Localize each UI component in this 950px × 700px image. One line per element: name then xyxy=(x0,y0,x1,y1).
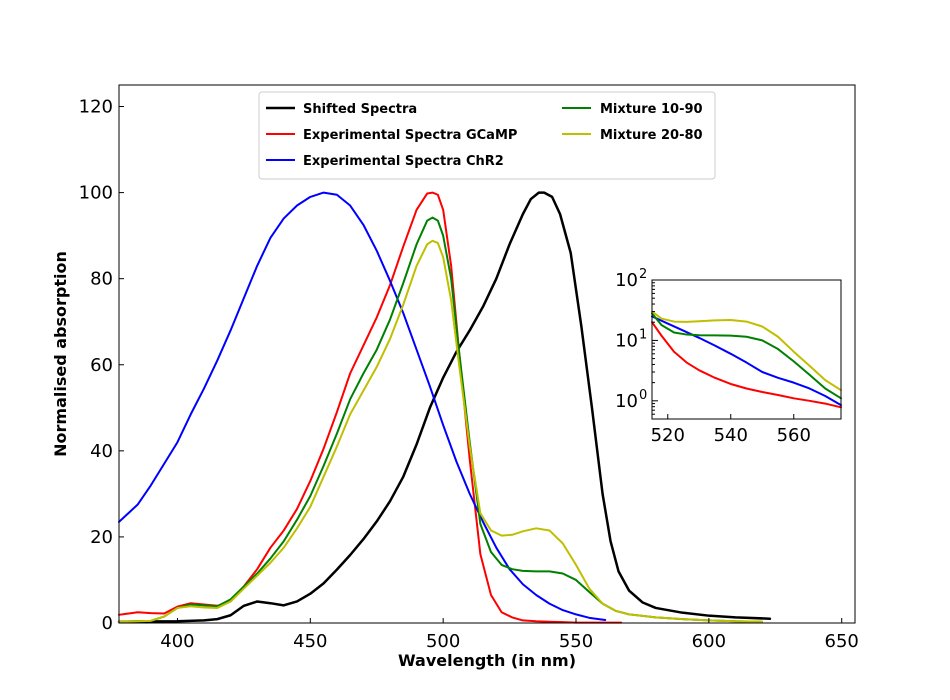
series-line-mixture-20-80 xyxy=(118,239,763,623)
main-x-axis: 400 450 500 550 600 650 xyxy=(160,618,859,652)
legend-box xyxy=(258,91,716,180)
inset-x-axis: 520 540 560 xyxy=(651,414,811,446)
series-line-experimental-spectra-chr2 xyxy=(118,191,607,621)
inset-y-tick-exponent: 0 xyxy=(639,388,647,403)
y-tick-label: 20 xyxy=(90,527,113,548)
inset-y-tick-exponent: 2 xyxy=(639,267,647,282)
inset-x-tick-label: 560 xyxy=(777,425,811,446)
inset-y-tick-label: 10 xyxy=(615,330,638,351)
series-line-mixture-10-90 xyxy=(118,216,763,623)
main-series-group xyxy=(117,191,772,624)
x-tick-label: 400 xyxy=(160,631,194,652)
y-tick-label: 80 xyxy=(90,269,113,290)
x-axis-label: Wavelength (in nm) xyxy=(398,651,576,670)
legend-label-mix-10-90: Mixture 10-90 xyxy=(600,102,703,117)
inset-y-tick-exponent: 1 xyxy=(639,327,647,342)
inset-series-line-1 xyxy=(651,321,842,409)
legend-label-mix-20-80: Mixture 20-80 xyxy=(600,128,703,143)
y-tick-label: 120 xyxy=(79,97,113,118)
inset-series-group xyxy=(651,310,842,409)
y-tick-label: 0 xyxy=(102,613,113,634)
inset-y-tick-label: 10 xyxy=(615,270,638,291)
series-line-shifted-spectra xyxy=(117,191,772,623)
x-tick-label: 500 xyxy=(426,631,460,652)
x-tick-label: 550 xyxy=(559,631,593,652)
y-axis-label: Normalised absorption xyxy=(51,251,70,457)
x-tick-label: 650 xyxy=(825,631,859,652)
main-y-axis: 0 20 40 60 80 100 120 xyxy=(79,97,124,634)
main-plot-frame xyxy=(118,84,856,624)
inset-y-tick-label: 10 xyxy=(615,391,638,412)
y-tick-label: 40 xyxy=(90,441,113,462)
inset-x-tick-label: 540 xyxy=(714,425,748,446)
legend: Shifted Spectra Experimental Spectra GCa… xyxy=(258,91,716,180)
legend-label-chr2: Experimental Spectra ChR2 xyxy=(303,154,504,169)
inset-series-line-3 xyxy=(651,312,842,400)
inset-series-line-4 xyxy=(651,310,842,392)
inset-background xyxy=(652,280,841,419)
x-tick-label: 450 xyxy=(293,631,327,652)
inset-series-line-2 xyxy=(651,315,842,407)
y-tick-label: 60 xyxy=(90,355,113,376)
legend-label-gcamp: Experimental Spectra GCaMP xyxy=(303,128,517,143)
inset-x-tick-label: 520 xyxy=(651,425,685,446)
y-tick-label: 100 xyxy=(79,183,113,204)
legend-label-shifted: Shifted Spectra xyxy=(303,102,417,117)
x-tick-label: 600 xyxy=(692,631,726,652)
